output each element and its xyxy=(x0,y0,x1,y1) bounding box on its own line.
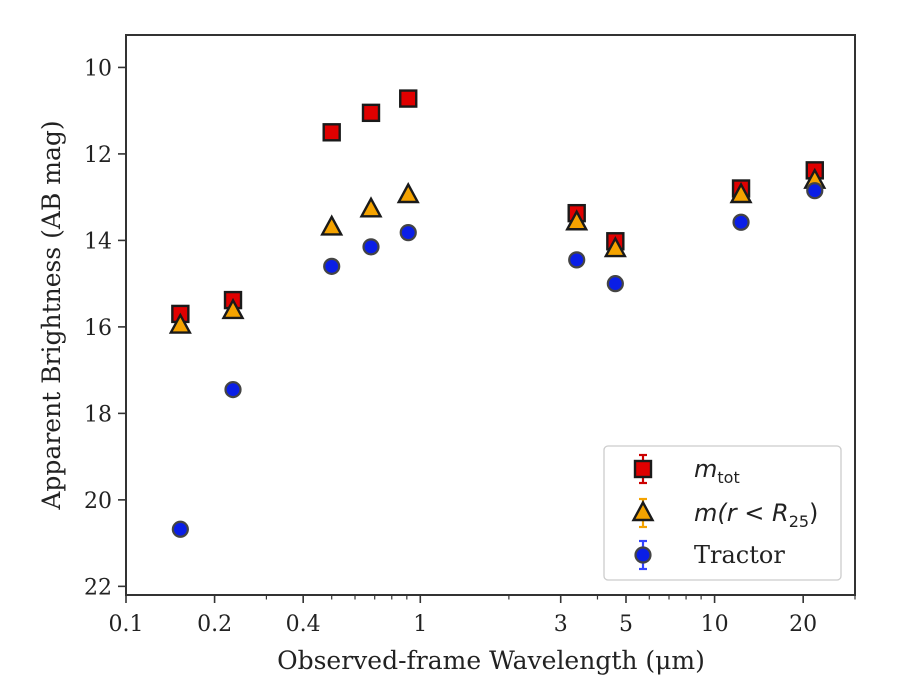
data-point xyxy=(806,182,824,200)
x-tick-label: 1 xyxy=(413,612,427,637)
data-point xyxy=(359,196,383,218)
data-point xyxy=(729,181,753,204)
axes: 0.1 0.2 0.4 1 3 5 10 20 10 12 14 16 18 20 22 xyxy=(84,34,856,637)
x-tick-label: 3 xyxy=(554,612,568,637)
y-tick-label: 14 xyxy=(84,229,112,254)
legend: mtot m(r < R25) Tractor xyxy=(603,445,842,581)
x-tick-label: 0.1 xyxy=(109,612,144,637)
x-tick-label: 0.2 xyxy=(197,612,232,637)
data-point xyxy=(361,103,381,123)
series-triangle xyxy=(168,167,827,334)
series-square xyxy=(171,89,824,324)
data-point xyxy=(221,297,245,320)
legend-marker xyxy=(631,499,655,522)
x-tick-label: 0.4 xyxy=(286,612,321,637)
data-point xyxy=(732,213,750,231)
legend-label: m(r < R25) xyxy=(694,499,818,531)
legend-box xyxy=(603,445,842,581)
y-axis-title: Apparent Brightness (AB mag) xyxy=(37,120,66,510)
y-tick-label: 10 xyxy=(84,56,112,81)
y-tick-label: 18 xyxy=(84,402,112,427)
legend-label: Tractor xyxy=(694,541,785,569)
data-point xyxy=(224,380,242,399)
x-tick-label: 5 xyxy=(619,612,633,637)
data-point xyxy=(399,224,417,242)
plot-frame xyxy=(125,34,856,596)
data-point xyxy=(362,238,380,256)
data-point xyxy=(322,123,341,142)
data-point xyxy=(568,251,586,269)
data-point xyxy=(171,520,189,538)
data-point xyxy=(565,209,589,231)
legend-marker xyxy=(634,546,652,564)
data-point xyxy=(320,214,344,236)
x-tick-label: 10 xyxy=(701,612,729,637)
data-point xyxy=(323,257,341,275)
y-tick-label: 20 xyxy=(84,489,112,514)
plot-area xyxy=(168,89,827,538)
data-point xyxy=(399,89,418,108)
x-axis-title: Observed-frame Wavelength (μm) xyxy=(277,646,705,675)
x-tick-label: 20 xyxy=(789,612,817,637)
y-tick-label: 22 xyxy=(84,575,112,600)
legend-marker xyxy=(633,459,653,479)
data-point xyxy=(168,312,192,334)
data-point xyxy=(603,236,627,258)
series-circle xyxy=(171,182,824,538)
y-tick-label: 12 xyxy=(84,143,112,168)
y-tick-label: 16 xyxy=(84,316,112,341)
data-point xyxy=(606,275,624,293)
legend-label: mtot xyxy=(694,455,740,487)
data-point xyxy=(396,181,420,204)
